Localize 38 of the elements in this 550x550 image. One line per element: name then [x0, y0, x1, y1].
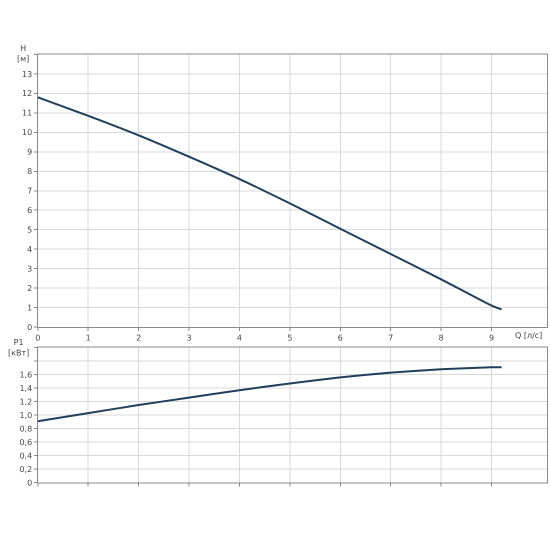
line-series: [38, 96, 503, 310]
y-tick-label: 7: [27, 186, 32, 196]
x-tick-label: 7: [388, 334, 394, 343]
y-tick-label: 9: [27, 148, 32, 157]
y-tick-label: 5: [27, 225, 32, 234]
x-tick-label: 1: [86, 334, 91, 343]
x-tick-label: 9: [488, 334, 494, 343]
y-axis-title: P1 [кВт]: [8, 338, 30, 358]
y-tick-label: 1,6: [19, 370, 32, 380]
x-tick-label: 0: [35, 334, 40, 343]
y-tick-label: 0,6: [19, 438, 32, 447]
y-tick-label: 1,2: [19, 397, 32, 406]
y-tick-label: 3: [27, 264, 32, 274]
x-tick-label: 5: [287, 334, 292, 343]
y-tick-label: 2: [27, 284, 32, 293]
y-tick-label: 13: [22, 70, 32, 79]
x-axis-title: Q [л/с]: [515, 331, 542, 340]
y-tick-label: 8: [27, 167, 32, 176]
x-tick-label: 2: [136, 334, 142, 343]
y-tick-label: 1,0: [19, 410, 32, 420]
line-series: [38, 366, 503, 422]
y-tick-label: 1: [27, 303, 32, 312]
y-tick-label: 6: [27, 206, 32, 216]
x-tick-label: 4: [236, 334, 242, 343]
y-tick-label: 1,4: [19, 384, 32, 393]
y-tick-label: 0,8: [19, 424, 32, 434]
x-tick-label: 3: [186, 334, 192, 343]
y-tick-label: 0,2: [19, 464, 32, 474]
y-tick-label: 12: [22, 89, 32, 98]
x-tick-label: 8: [438, 334, 444, 343]
y-tick-label: 0: [27, 478, 32, 488]
y-tick-label: 0,4: [19, 451, 32, 460]
y-axis-title: H [м]: [17, 44, 30, 64]
y-tick-label: 0: [27, 322, 32, 332]
y-tick-label: 4: [27, 244, 32, 254]
y-tick-label: 10: [22, 128, 32, 138]
x-tick-label: 6: [338, 334, 343, 343]
y-tick-label: 11: [22, 108, 32, 118]
